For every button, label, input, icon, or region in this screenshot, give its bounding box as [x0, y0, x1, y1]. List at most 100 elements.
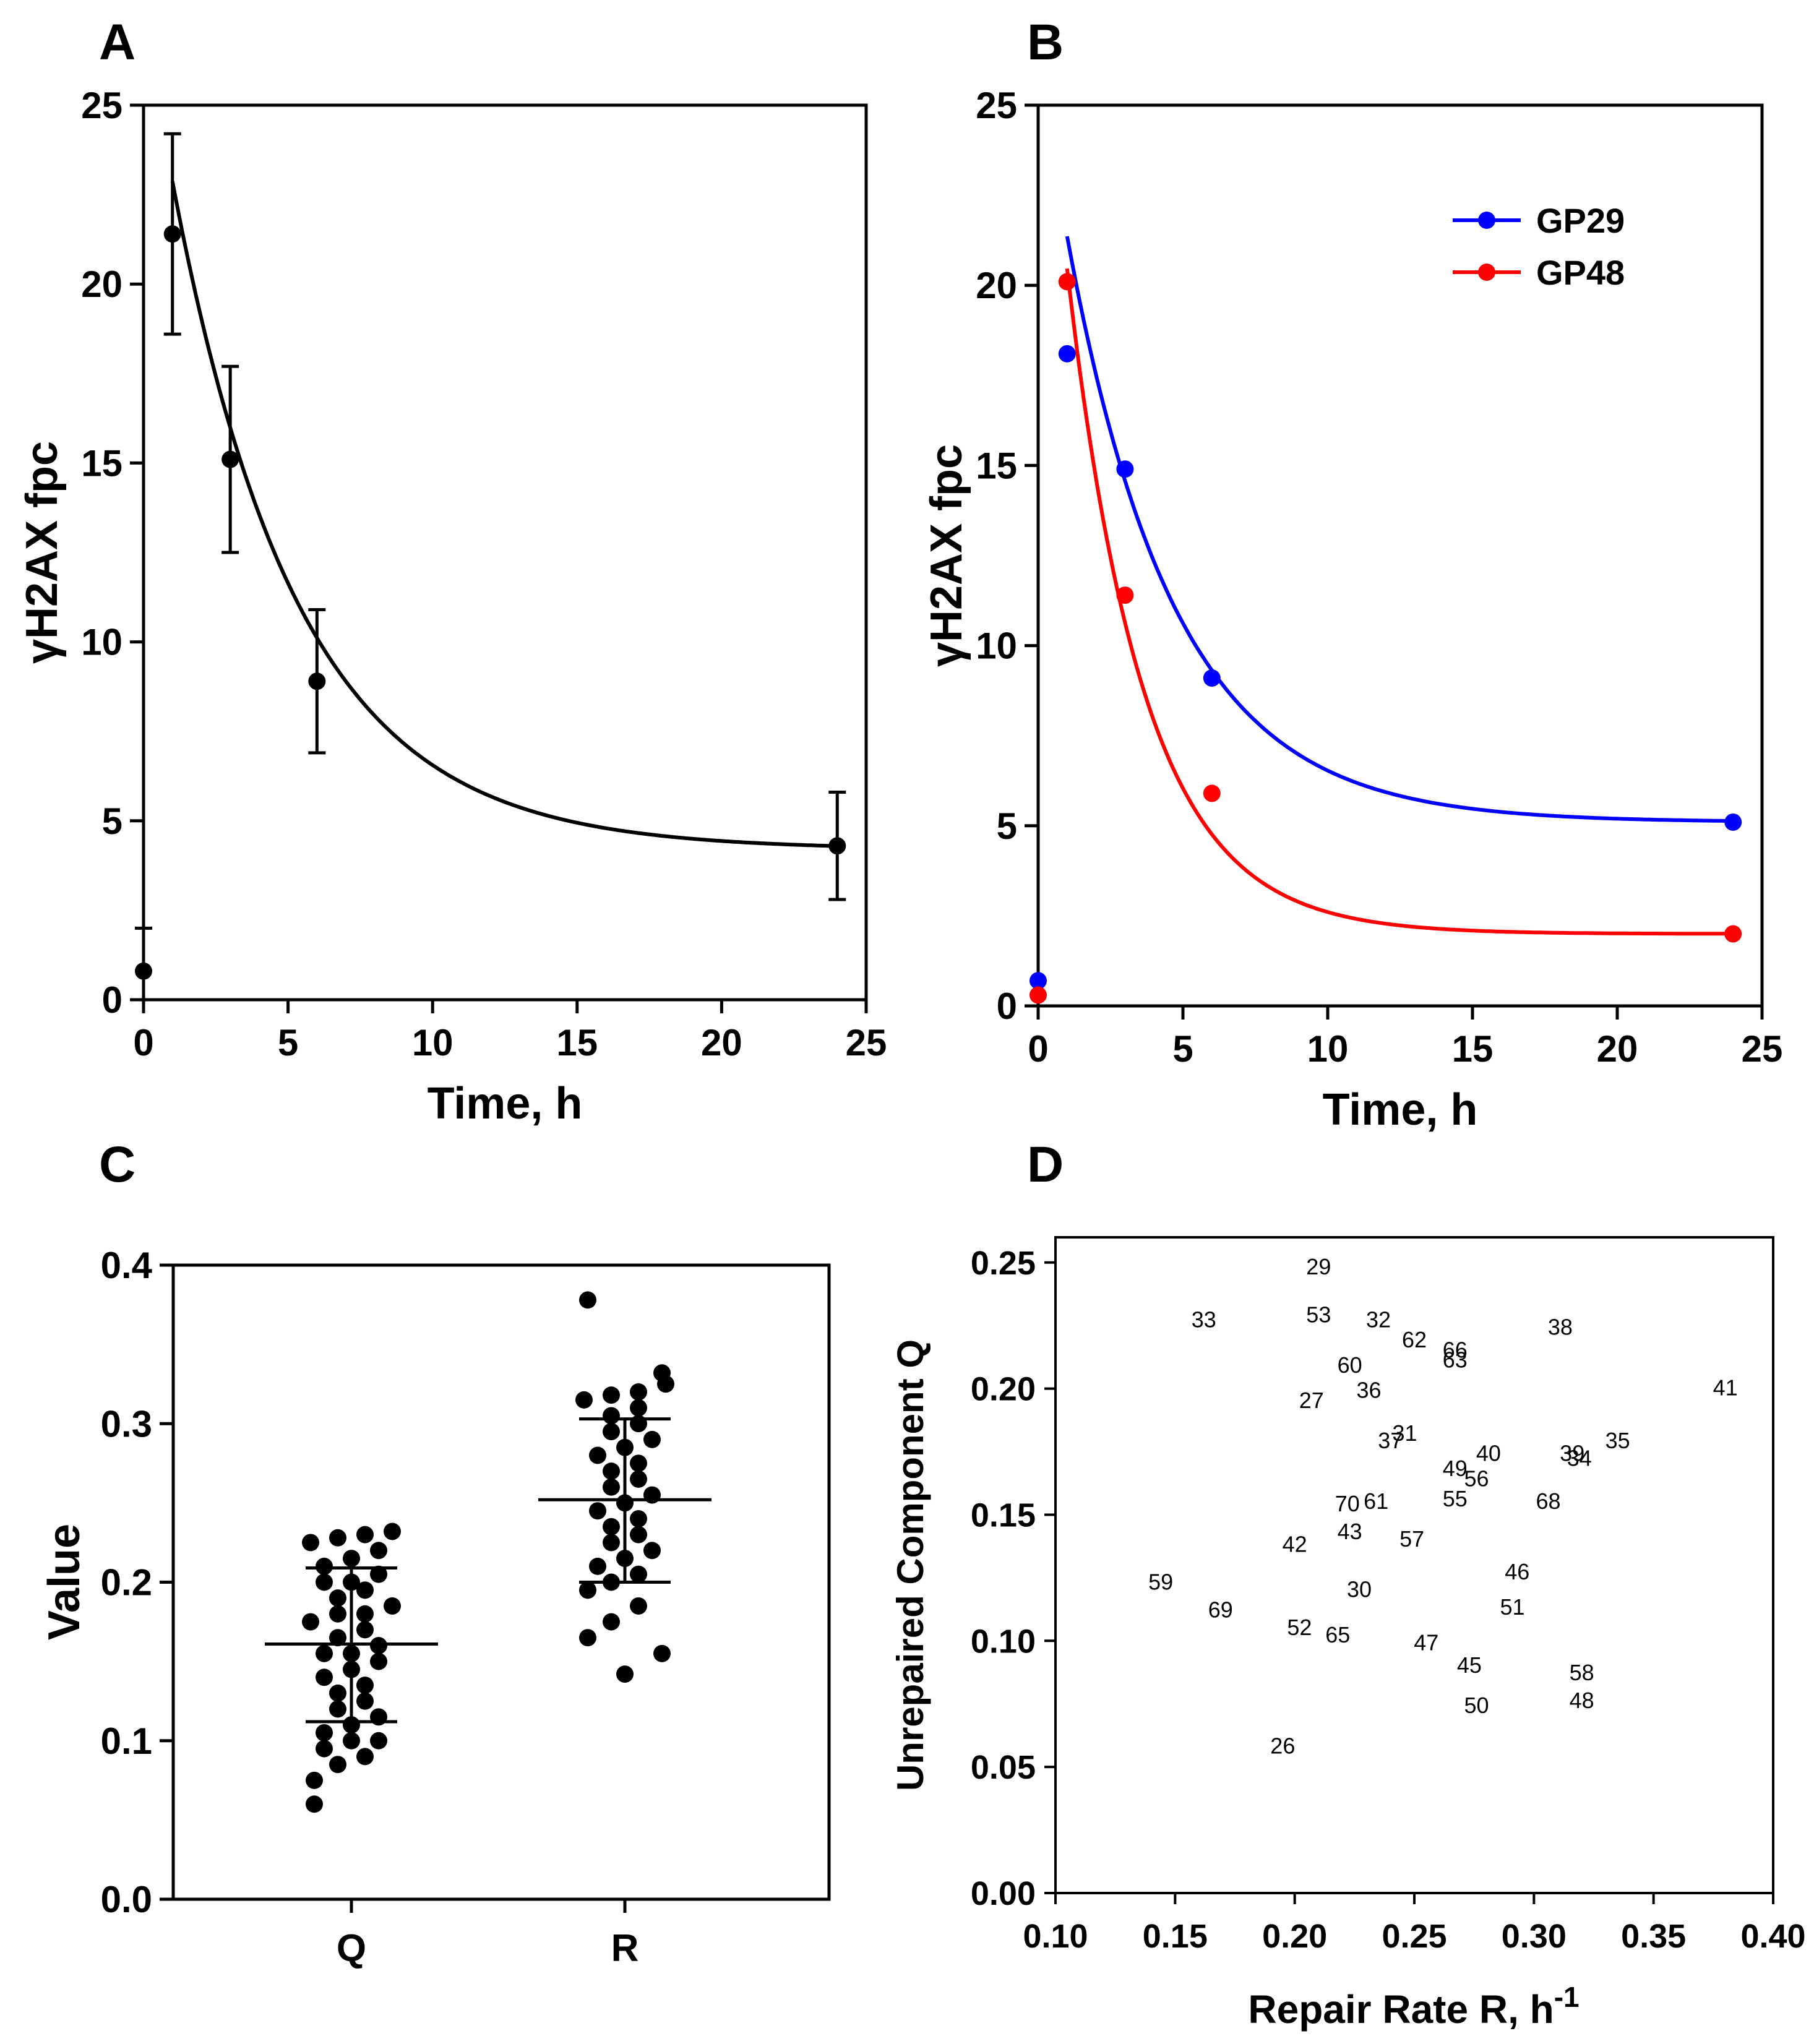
point-label: 53: [1306, 1302, 1331, 1327]
x-tick-label: 0: [1028, 1028, 1048, 1070]
panel-c-ylabel: Value: [40, 1524, 89, 1640]
y-tick-label: 10: [81, 622, 123, 663]
y-tick-label: 0: [102, 979, 123, 1021]
y-tick-label: 0: [997, 986, 1017, 1027]
x-tick-label: 0.10: [1023, 1918, 1088, 1955]
dot-q: [329, 1700, 346, 1718]
x-tick-label: 0.15: [1143, 1918, 1208, 1955]
panel-d-y-ticks: 0.00 0.05 0.10 0.15 0.20 0.25: [971, 1245, 1055, 1912]
dot-q: [306, 1795, 323, 1813]
panel-a-chart: Time, h γH2AX fpc 0 5 10 15 20 25 0 5 10 15 20 25: [17, 85, 887, 1128]
panel-label-d: D: [1027, 1136, 1064, 1193]
dot-q: [356, 1526, 374, 1544]
dot-q: [316, 1724, 333, 1741]
panel-b-marks: [1030, 236, 1742, 1004]
dot-q: [356, 1677, 374, 1694]
dot-r: [643, 1430, 661, 1448]
y-tick-label: 5: [102, 801, 123, 842]
fit-curve-mean: [170, 181, 838, 848]
y-tick-label: 0.4: [101, 1245, 153, 1286]
dot-q: [316, 1740, 333, 1758]
x-tick-label: 10: [1307, 1028, 1349, 1070]
point-label: 40: [1476, 1441, 1501, 1466]
x-tick-label: 25: [846, 1022, 887, 1063]
dot-q: [302, 1613, 319, 1631]
x-tick-label: 0.35: [1621, 1918, 1686, 1955]
dot-q: [356, 1605, 374, 1623]
point-label: 57: [1399, 1526, 1424, 1552]
panel-label-c: C: [99, 1136, 135, 1193]
point-label: 49: [1443, 1456, 1468, 1481]
y-tick-label: 25: [976, 85, 1017, 126]
panel-b-plot-frame: [1036, 103, 1764, 1008]
point-label: 26: [1270, 1733, 1295, 1758]
x-tick-label: 10: [412, 1022, 454, 1063]
dot-r: [603, 1386, 620, 1404]
y-tick-label: 0.2: [101, 1562, 152, 1604]
dot-q: [356, 1692, 374, 1710]
point-label: 55: [1443, 1486, 1468, 1511]
point-label: 59: [1148, 1569, 1173, 1594]
point-label: 31: [1393, 1420, 1417, 1446]
dot-r: [630, 1470, 647, 1488]
fit-curve-gp29: [1065, 236, 1734, 823]
panel-c-marks: [265, 1291, 711, 1813]
dot-q: [370, 1637, 387, 1654]
panel-d-ylabel: Unrepaired Component Q: [890, 1339, 931, 1791]
point-label: 43: [1338, 1519, 1362, 1544]
dot-q: [370, 1652, 387, 1670]
dot-q: [329, 1589, 346, 1607]
y-tick-label: 0.10: [971, 1623, 1036, 1660]
panel-label-b: B: [1027, 14, 1064, 71]
dot-q: [329, 1684, 346, 1702]
fit-curve-gp48: [1065, 268, 1734, 936]
data-point-gp29: [1058, 345, 1076, 363]
x-tick-label: 0: [133, 1022, 153, 1063]
dot-q: [329, 1529, 346, 1547]
dot-q: [356, 1748, 374, 1766]
x-tick-label: 20: [1597, 1028, 1638, 1070]
x-tick-label: 0.40: [1740, 1918, 1805, 1955]
panel-a-ylabel: γH2AX fpc: [17, 441, 67, 664]
panel-a-marks: [135, 132, 846, 1002]
point-label: 36: [1357, 1378, 1382, 1403]
point-label: 34: [1567, 1446, 1592, 1471]
y-tick-label: 0.1: [101, 1720, 152, 1762]
y-tick-label: 0.3: [101, 1403, 152, 1445]
y-tick-label: 10: [976, 625, 1017, 667]
dot-r: [616, 1665, 634, 1683]
panel-b-xlabel: Time, h: [1323, 1085, 1478, 1135]
y-tick-label: 0.25: [971, 1245, 1036, 1282]
data-point-gp29: [1030, 972, 1047, 990]
x-tick-label: R: [611, 1927, 639, 1970]
dot-q: [384, 1597, 401, 1615]
dot-r: [657, 1375, 674, 1393]
dot-q: [306, 1771, 323, 1789]
dot-r: [589, 1502, 606, 1520]
dot-q: [329, 1605, 346, 1623]
point-label: 45: [1457, 1652, 1482, 1678]
dot-r: [603, 1478, 620, 1496]
dot-r: [603, 1407, 620, 1425]
point-label: 41: [1713, 1375, 1738, 1401]
point-label: 39: [1560, 1441, 1584, 1466]
dot-q: [343, 1732, 360, 1750]
x-tick-label: 15: [556, 1022, 598, 1063]
dot-q: [316, 1573, 333, 1591]
legend-label-gp48: GP48: [1536, 253, 1625, 292]
point-label: 68: [1536, 1488, 1561, 1514]
y-tick-label: 0.05: [971, 1749, 1036, 1786]
point-label: 60: [1338, 1352, 1362, 1378]
dot-q: [356, 1581, 374, 1599]
point-label: 50: [1464, 1693, 1489, 1718]
dot-q: [356, 1621, 374, 1639]
point-label: 27: [1299, 1388, 1324, 1413]
point-label: 70: [1335, 1491, 1360, 1516]
panel-d-xlabel-sup: -1: [1554, 1981, 1580, 2013]
panel-a-x-ticks: 0 5 10 15 20 25: [133, 1000, 887, 1063]
dot-r: [643, 1542, 661, 1560]
panel-b-ylabel: γH2AX fpc: [922, 444, 971, 667]
